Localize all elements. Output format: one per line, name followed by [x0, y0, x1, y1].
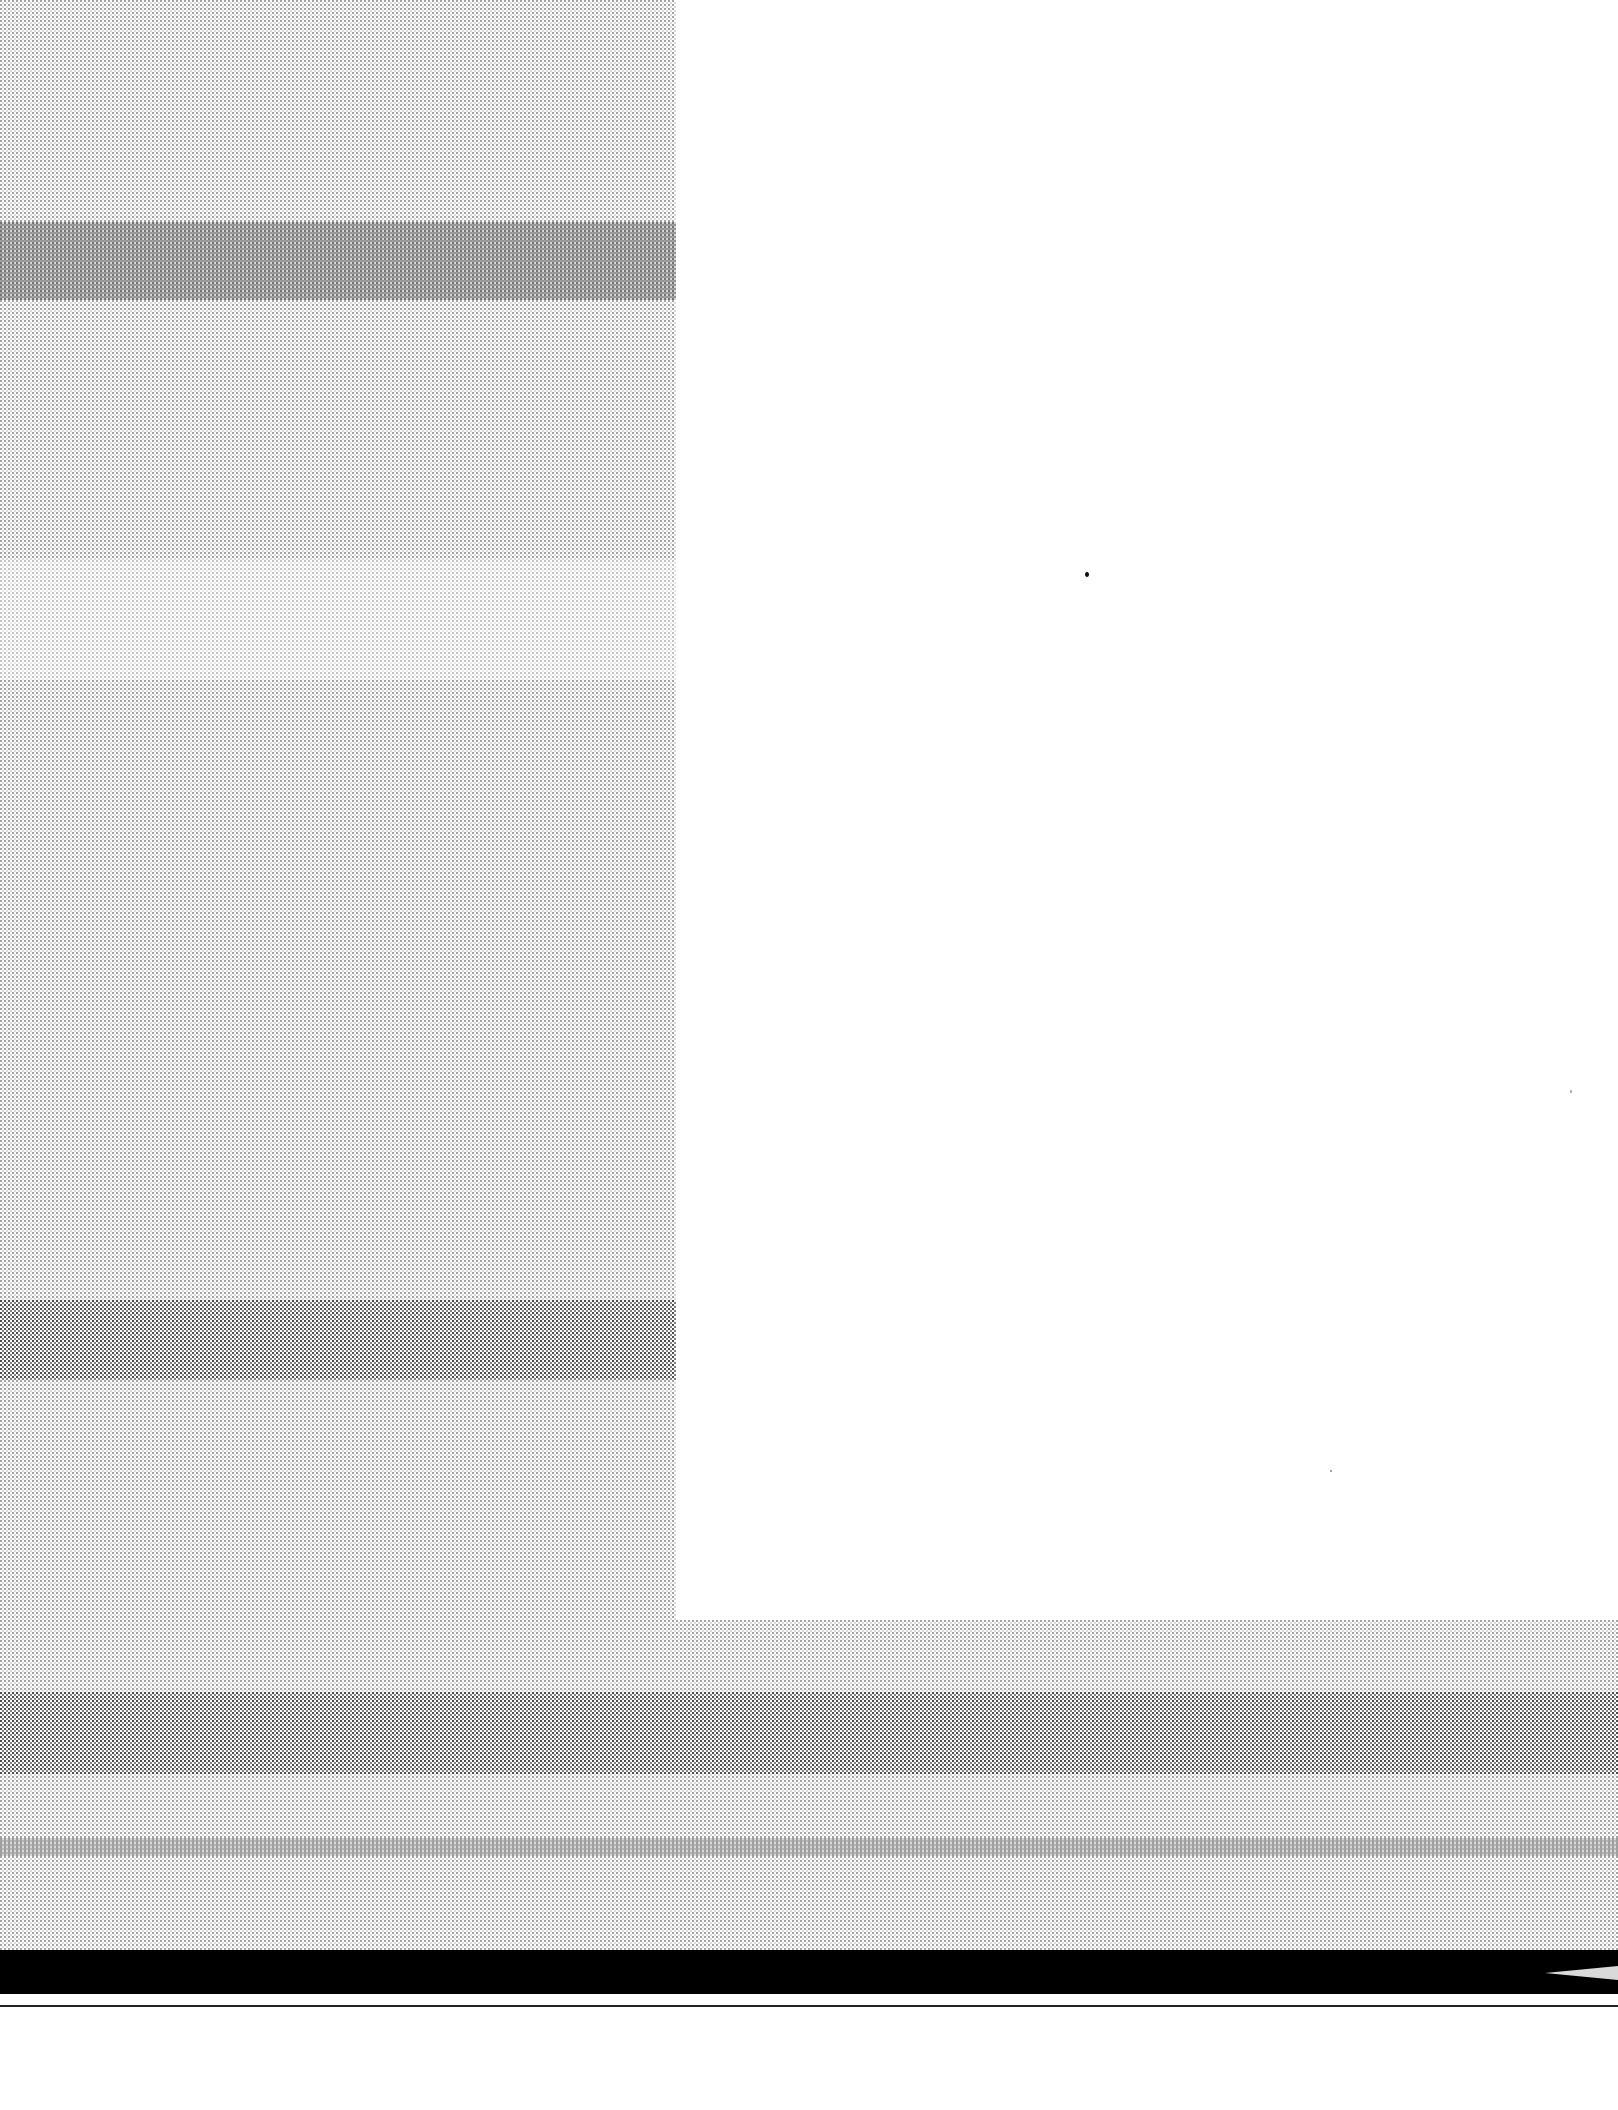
halftone-bottom-band [0, 1620, 1618, 1950]
bar-tail-mark [1545, 1966, 1618, 1980]
dark-halftone-band-thin [0, 1838, 1618, 1856]
black-bar [0, 1950, 1618, 1994]
dark-halftone-band-lower [0, 1692, 1618, 1774]
stray-speck [1330, 1470, 1332, 1472]
dark-halftone-band-upper [0, 222, 676, 300]
faded-area [0, 560, 676, 680]
dark-halftone-band-middle [0, 1300, 676, 1380]
stray-speck [1570, 1090, 1572, 1093]
stray-speck [1085, 572, 1089, 577]
horizontal-rule [0, 2005, 1618, 2007]
